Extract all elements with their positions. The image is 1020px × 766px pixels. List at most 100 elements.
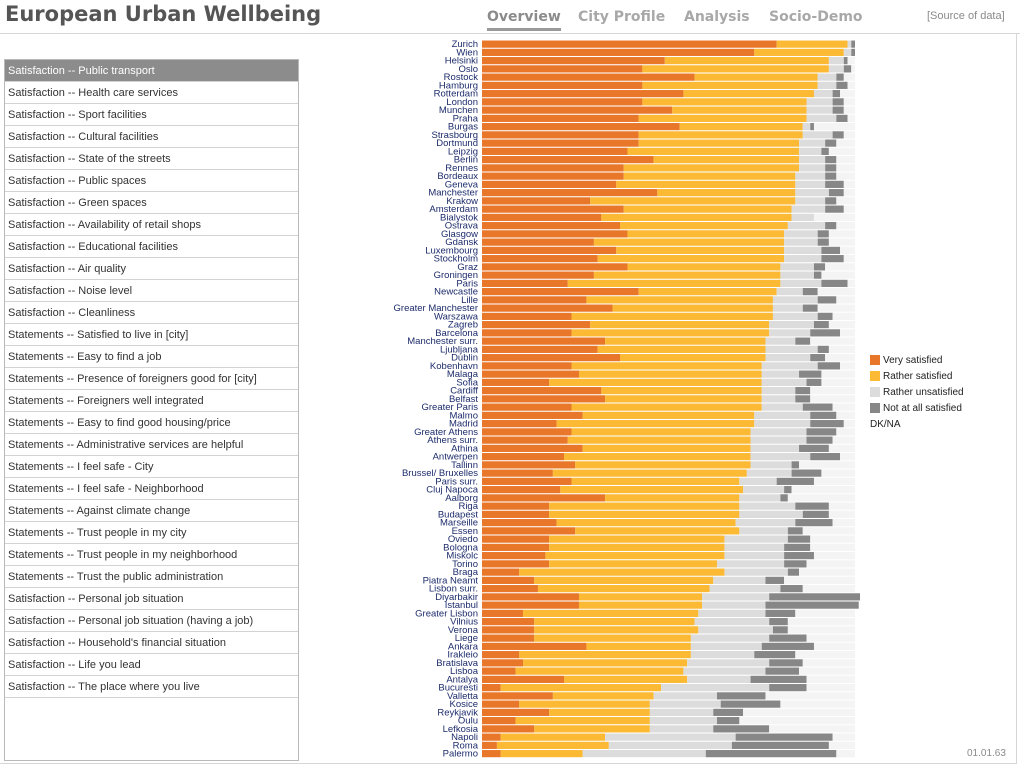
indicator-item[interactable]: Satisfaction -- Green spaces [5,192,298,214]
city-bar-row[interactable]: Piatra Neamt [423,575,855,586]
city-bar-row[interactable]: Malmo [449,410,855,421]
city-bar-row[interactable]: Bordeaux [437,171,855,182]
city-bar-row[interactable]: Zurich [452,39,855,50]
indicator-item[interactable]: Statements -- Trust people in my neighbo… [5,544,298,566]
indicator-item[interactable]: Satisfaction -- Availability of retail s… [5,214,298,236]
city-bar-row[interactable]: Tallinn [451,460,855,471]
city-bar-row[interactable]: Zagreb [448,320,855,331]
indicator-item[interactable]: Statements -- Easy to find good housing/… [5,412,298,434]
city-bar-row[interactable]: Greater Manchester [394,303,855,314]
city-bar-row[interactable]: Miskolc [446,551,855,562]
city-bar-row[interactable]: Torino [452,559,855,570]
indicator-item[interactable]: Statements -- I feel safe - Neighborhood [5,478,298,500]
indicator-item[interactable]: Satisfaction -- Life you lead [5,654,298,676]
city-bar-row[interactable]: Greater Athens [414,427,855,438]
city-bar-row[interactable]: Geneva [445,179,855,190]
city-bar-row[interactable]: Aalborg [445,493,855,504]
city-bar-row[interactable]: Verona [448,625,855,636]
city-bar-row[interactable]: Valletta [447,691,855,702]
city-bar-row[interactable]: Bialystok [440,212,855,223]
city-bar-row[interactable]: Madrid [449,419,855,430]
city-bar-row[interactable]: Graz [457,262,855,273]
indicator-item[interactable]: Statements -- Against climate change [5,500,298,522]
city-bar-row[interactable]: Malaga [447,369,855,380]
city-bar-row[interactable]: Luxembourg [425,245,855,256]
city-bar-row[interactable]: Liege [455,633,855,644]
city-bar-row[interactable]: Lisbon surr. [429,584,855,595]
city-bar-row[interactable]: Athens surr. [427,435,855,446]
city-bar-row[interactable]: Ankara [448,641,855,652]
city-bar-row[interactable]: Vilnius [450,617,855,628]
city-bar-row[interactable]: Glasgow [441,229,855,240]
city-bar-row[interactable]: Bologna [443,542,855,553]
city-bar-row[interactable]: Strasbourg [432,130,855,141]
city-bar-row[interactable]: Rostock [444,72,855,83]
city-bar-row[interactable]: Dublin [451,353,855,364]
city-bar-row[interactable]: Brussel/ Bruxelles [402,468,855,479]
indicator-item[interactable]: Statements -- Trust people in my city [5,522,298,544]
city-bar-row[interactable]: London [446,97,855,108]
city-bar-row[interactable]: Greater Paris [422,402,856,413]
city-bar-row[interactable]: Belfast [449,394,855,405]
city-bar-row[interactable]: Antwerpen [433,452,855,463]
city-bar-row[interactable]: Paris surr. [435,476,855,487]
city-bar-row[interactable]: Ostrava [445,221,855,232]
city-bar-row[interactable]: Wien [456,47,855,58]
city-bar-row[interactable]: Napoli [451,732,855,743]
city-bar-row[interactable]: Athina [451,443,855,454]
indicator-item[interactable]: Statements -- I feel safe - City [5,456,298,478]
indicator-item[interactable]: Satisfaction -- Cleanliness [5,302,298,324]
city-bar-row[interactable]: Cardiff [450,386,855,397]
city-bar-row[interactable]: Helsinki [445,56,855,67]
indicator-item[interactable]: Satisfaction -- Sport facilities [5,104,298,126]
city-bar-row[interactable]: Essen [452,526,855,537]
city-bar-row[interactable]: Antalya [446,674,855,685]
city-bar-row[interactable]: Budapest [438,509,855,520]
indicator-item[interactable]: Satisfaction -- Air quality [5,258,298,280]
city-bar-row[interactable]: Groningen [434,270,855,281]
city-bar-row[interactable]: Kobenhavn [430,361,855,372]
city-bar-row[interactable]: Bucuresti [438,683,855,694]
indicator-item[interactable]: Satisfaction -- Personal job situation (… [5,610,298,632]
indicator-item[interactable]: Satisfaction -- Household's financial si… [5,632,298,654]
indicator-item[interactable]: Satisfaction -- Public transport [5,60,298,82]
indicator-item[interactable]: Statements -- Foreigners well integrated [5,390,298,412]
city-bar-row[interactable]: Barcelona [435,328,855,339]
city-bar-row[interactable]: Hamburg [439,80,855,91]
city-bar-row[interactable]: Marseille [440,518,855,529]
city-bar-row[interactable]: Palermo [443,749,855,760]
city-bar-row[interactable]: Reykjavik [437,707,855,718]
city-bar-row[interactable]: Greater Lisbon [415,608,855,619]
tab-city-profile[interactable]: City Profile [578,9,666,25]
city-bar-row[interactable]: Lefkosia [443,724,855,735]
city-bar-row[interactable]: Oviedo [448,534,855,545]
city-bar-row[interactable]: Riga [458,501,855,512]
indicator-item[interactable]: Satisfaction -- Health care services [5,82,298,104]
indicator-item[interactable]: Satisfaction -- State of the streets [5,148,298,170]
city-bar-row[interactable]: Braga [453,567,855,578]
city-bar-row[interactable]: Amsterdam [429,204,855,215]
indicator-item[interactable]: Statements -- Trust the public administr… [5,566,298,588]
city-bar-row[interactable]: Rotterdam [434,89,855,100]
city-bar-row[interactable]: Lisboa [450,666,855,677]
tab-socio-demo[interactable]: Socio-Demo [769,9,863,25]
city-bar-row[interactable]: Dortmund [436,138,855,149]
city-bar-row[interactable]: Munchen [439,105,855,116]
city-bar-row[interactable]: Diyarbakir [435,592,860,603]
city-bar-row[interactable]: Newcastle [434,287,855,298]
indicator-item[interactable]: Satisfaction -- Cultural facilities [5,126,298,148]
city-bar-row[interactable]: Ljubljana [440,344,855,355]
city-bar-row[interactable]: Roma [453,740,855,751]
city-bar-row[interactable]: Gdansk [445,237,855,248]
city-bar-row[interactable]: Stockholm [434,254,855,265]
indicator-item[interactable]: Satisfaction -- The place where you live [5,676,298,698]
city-bar-row[interactable]: Paris [456,278,855,289]
indicator-item[interactable]: Statements -- Administrative services ar… [5,434,298,456]
indicator-item[interactable]: Satisfaction -- Noise level [5,280,298,302]
tab-overview[interactable]: Overview [487,9,561,31]
city-bar-row[interactable]: Leipzig [448,146,855,157]
city-bar-row[interactable]: Manchester [428,188,855,199]
tab-analysis[interactable]: Analysis [684,9,750,25]
city-bar-row[interactable]: Kosice [449,699,855,710]
city-bar-row[interactable]: Cluj Napoca [426,485,855,496]
